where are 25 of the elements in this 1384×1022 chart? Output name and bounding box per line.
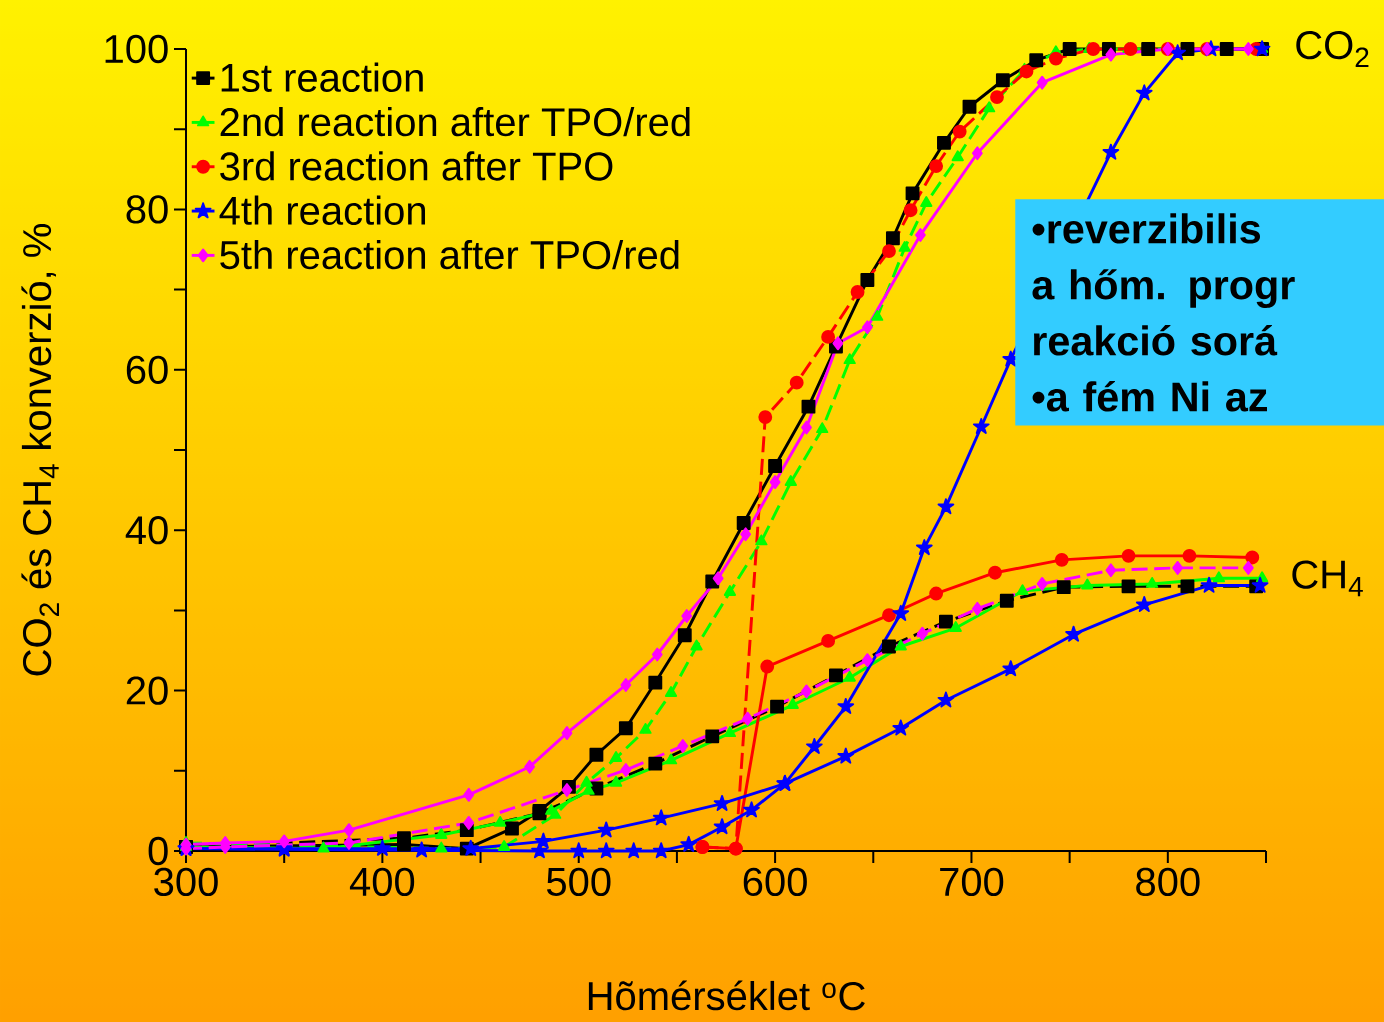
annotation: •reverzibilis: [1032, 213, 1261, 244]
legend-label: 3rd reaction after TPO: [220, 151, 613, 181]
annotation: CO$_{2}$: [1296, 30, 1369, 68]
y-tick-label: 60: [126, 355, 168, 384]
x-tick-label: 700: [940, 867, 1004, 897]
annotation: •a fém Ni az: [1032, 380, 1267, 412]
legend-label: 2nd reaction after TPO/red: [220, 106, 690, 137]
y-tick-label: 40: [125, 516, 168, 545]
x-tick-label: 800: [1136, 867, 1200, 897]
x-tick-label: 500: [546, 867, 611, 897]
x-tick-label: 400: [349, 867, 415, 897]
y-tick-label: 0: [148, 836, 168, 866]
legend-label: 1st reaction: [221, 62, 423, 92]
y-axis-title: CO$_{2}$ és CH$_{4}$ konverzió, %: [21, 224, 59, 676]
annotation: CH$_{4}$: [1292, 560, 1363, 597]
annotation: reakció sorá: [1034, 324, 1278, 356]
y-tick-label: 20: [126, 676, 168, 705]
annotation: a hőm. progr: [1032, 269, 1295, 308]
x-tick-label: 600: [743, 867, 807, 897]
x-axis-title: Hõmérséklet $^{o}$C: [588, 980, 865, 1011]
y-tick-label: 100: [105, 34, 168, 64]
legend-label: 5th reaction after TPO/red: [220, 239, 679, 270]
legend-label: 4th reaction: [219, 195, 426, 225]
y-tick-label: 80: [126, 195, 168, 224]
x-tick-label: 300: [154, 867, 218, 897]
